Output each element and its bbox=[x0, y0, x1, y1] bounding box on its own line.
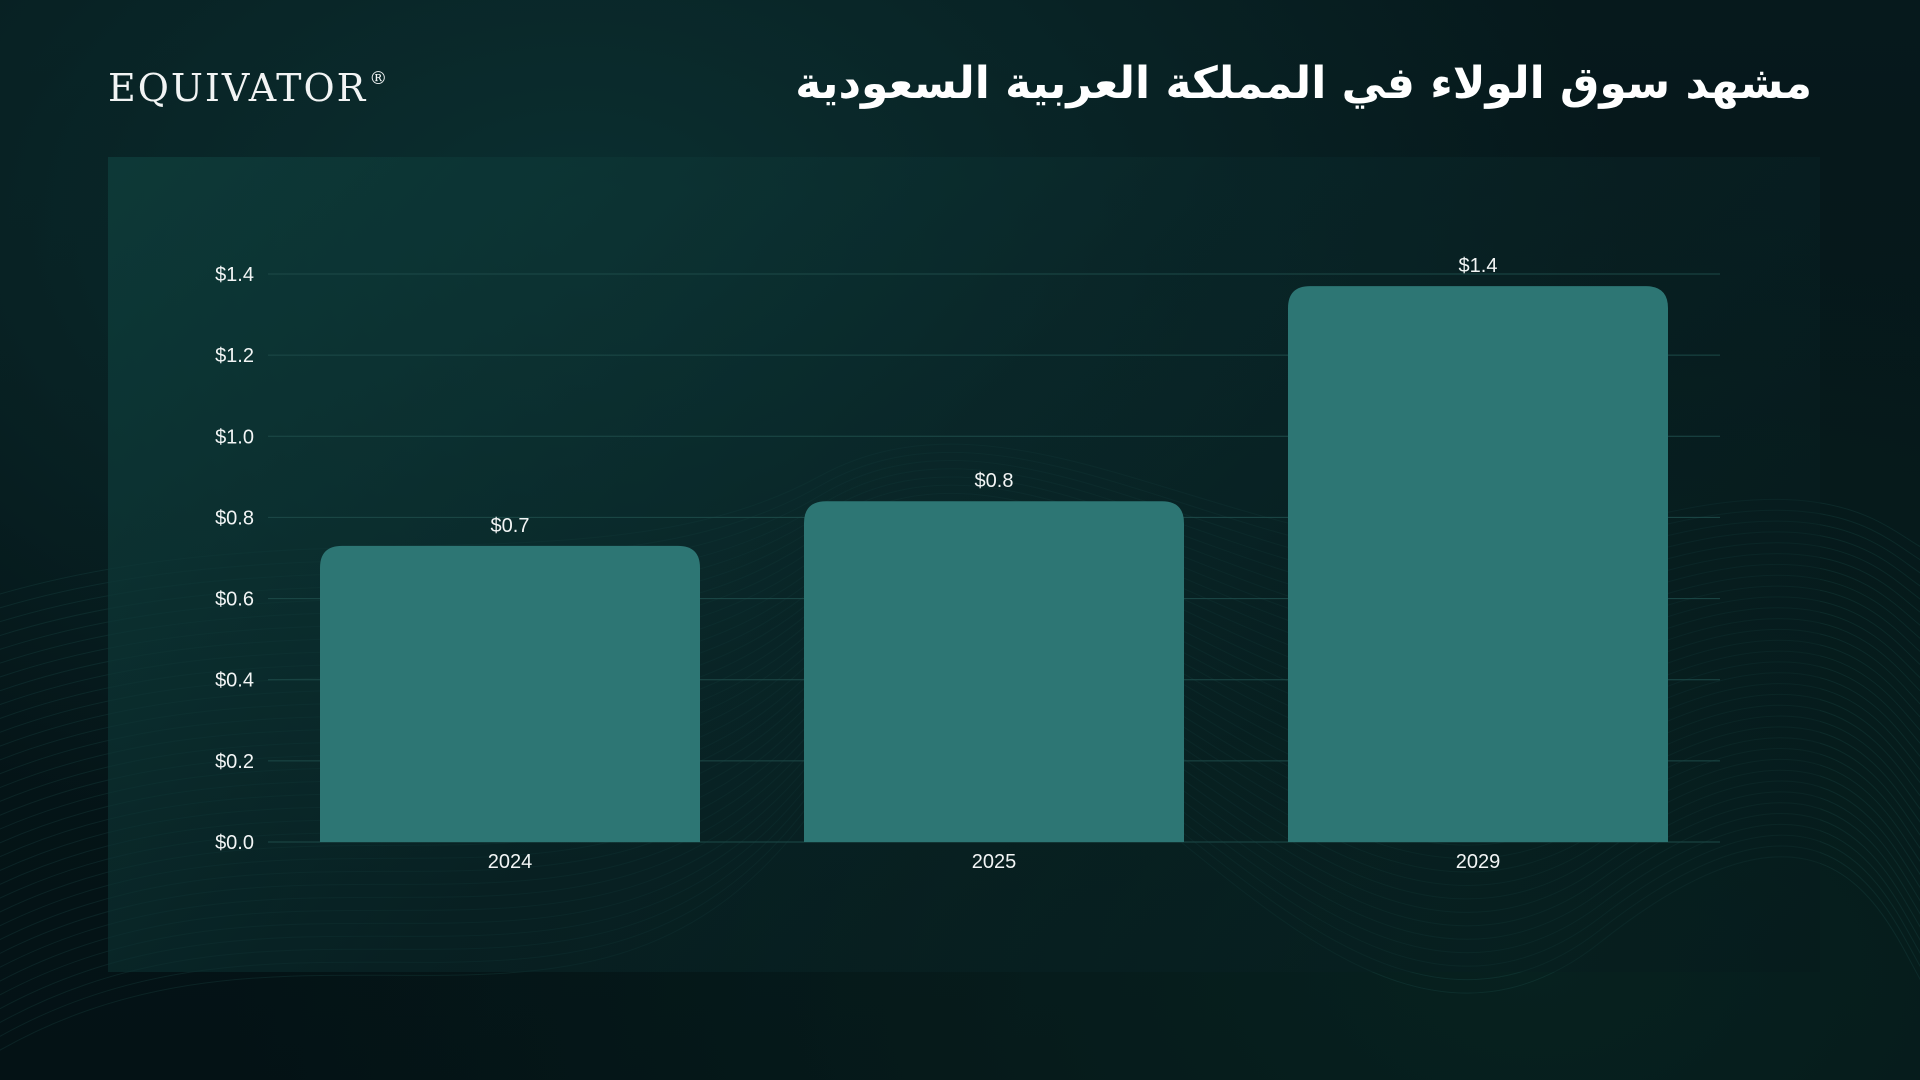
y-tick-label: $0.8 bbox=[215, 507, 254, 529]
bar-2029 bbox=[1288, 286, 1668, 843]
y-tick-label: $0.4 bbox=[215, 670, 254, 692]
logo-text: EQUIVATOR bbox=[108, 66, 368, 110]
y-tick-label: $1.0 bbox=[215, 426, 254, 448]
x-tick-label: 2024 bbox=[488, 851, 533, 873]
y-tick-label: $0.0 bbox=[215, 832, 254, 854]
page-title: مشهد سوق الولاء في المملكة العربية السعو… bbox=[795, 58, 1812, 109]
x-tick-label: 2029 bbox=[1456, 851, 1501, 873]
y-tick-label: $1.2 bbox=[215, 345, 254, 367]
x-tick-label: 2025 bbox=[972, 851, 1017, 873]
bar-2024 bbox=[320, 545, 700, 842]
bars bbox=[320, 286, 1668, 843]
y-tick-label: $0.6 bbox=[215, 589, 254, 611]
data-label: $1.4 bbox=[1459, 255, 1498, 277]
data-label: $0.7 bbox=[491, 515, 530, 537]
y-tick-label: $0.2 bbox=[215, 751, 254, 773]
y-tick-label: $1.4 bbox=[215, 264, 254, 286]
brand-logo: EQUIVATOR ® bbox=[108, 66, 389, 110]
labels: $0.0 $0.2 $0.4 $0.6 $0.8 $1.0 $1.2 $1.4 $0.7 2024… bbox=[215, 255, 1500, 873]
bar-2025 bbox=[804, 501, 1184, 842]
registered-mark: ® bbox=[369, 68, 390, 89]
data-label: $0.8 bbox=[975, 470, 1014, 492]
